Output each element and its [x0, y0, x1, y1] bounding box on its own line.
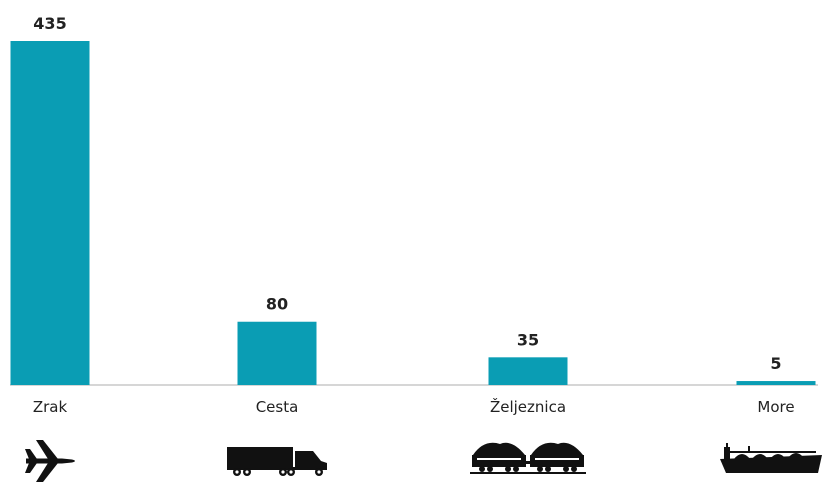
bar-zrak — [10, 41, 90, 385]
ship-icon — [720, 443, 822, 473]
bar-more — [736, 381, 816, 385]
bar-cesta — [237, 321, 317, 385]
value-label: 435 — [33, 14, 66, 33]
value-label: 80 — [266, 295, 288, 314]
train-icon — [470, 442, 586, 474]
category-labels-group: Zrak Cesta Željeznica More — [33, 397, 795, 416]
category-label: Zrak — [33, 398, 68, 416]
value-label: 5 — [770, 354, 781, 373]
truck-icon — [227, 447, 327, 476]
category-label: Cesta — [256, 398, 299, 416]
value-labels-group: 435 80 35 5 — [33, 14, 781, 373]
bar-željeznica — [488, 357, 568, 385]
category-label: Željeznica — [490, 397, 566, 416]
value-label: 35 — [517, 330, 539, 349]
category-label: More — [757, 398, 794, 416]
airplane-icon — [25, 440, 75, 482]
bars-group — [10, 41, 816, 385]
